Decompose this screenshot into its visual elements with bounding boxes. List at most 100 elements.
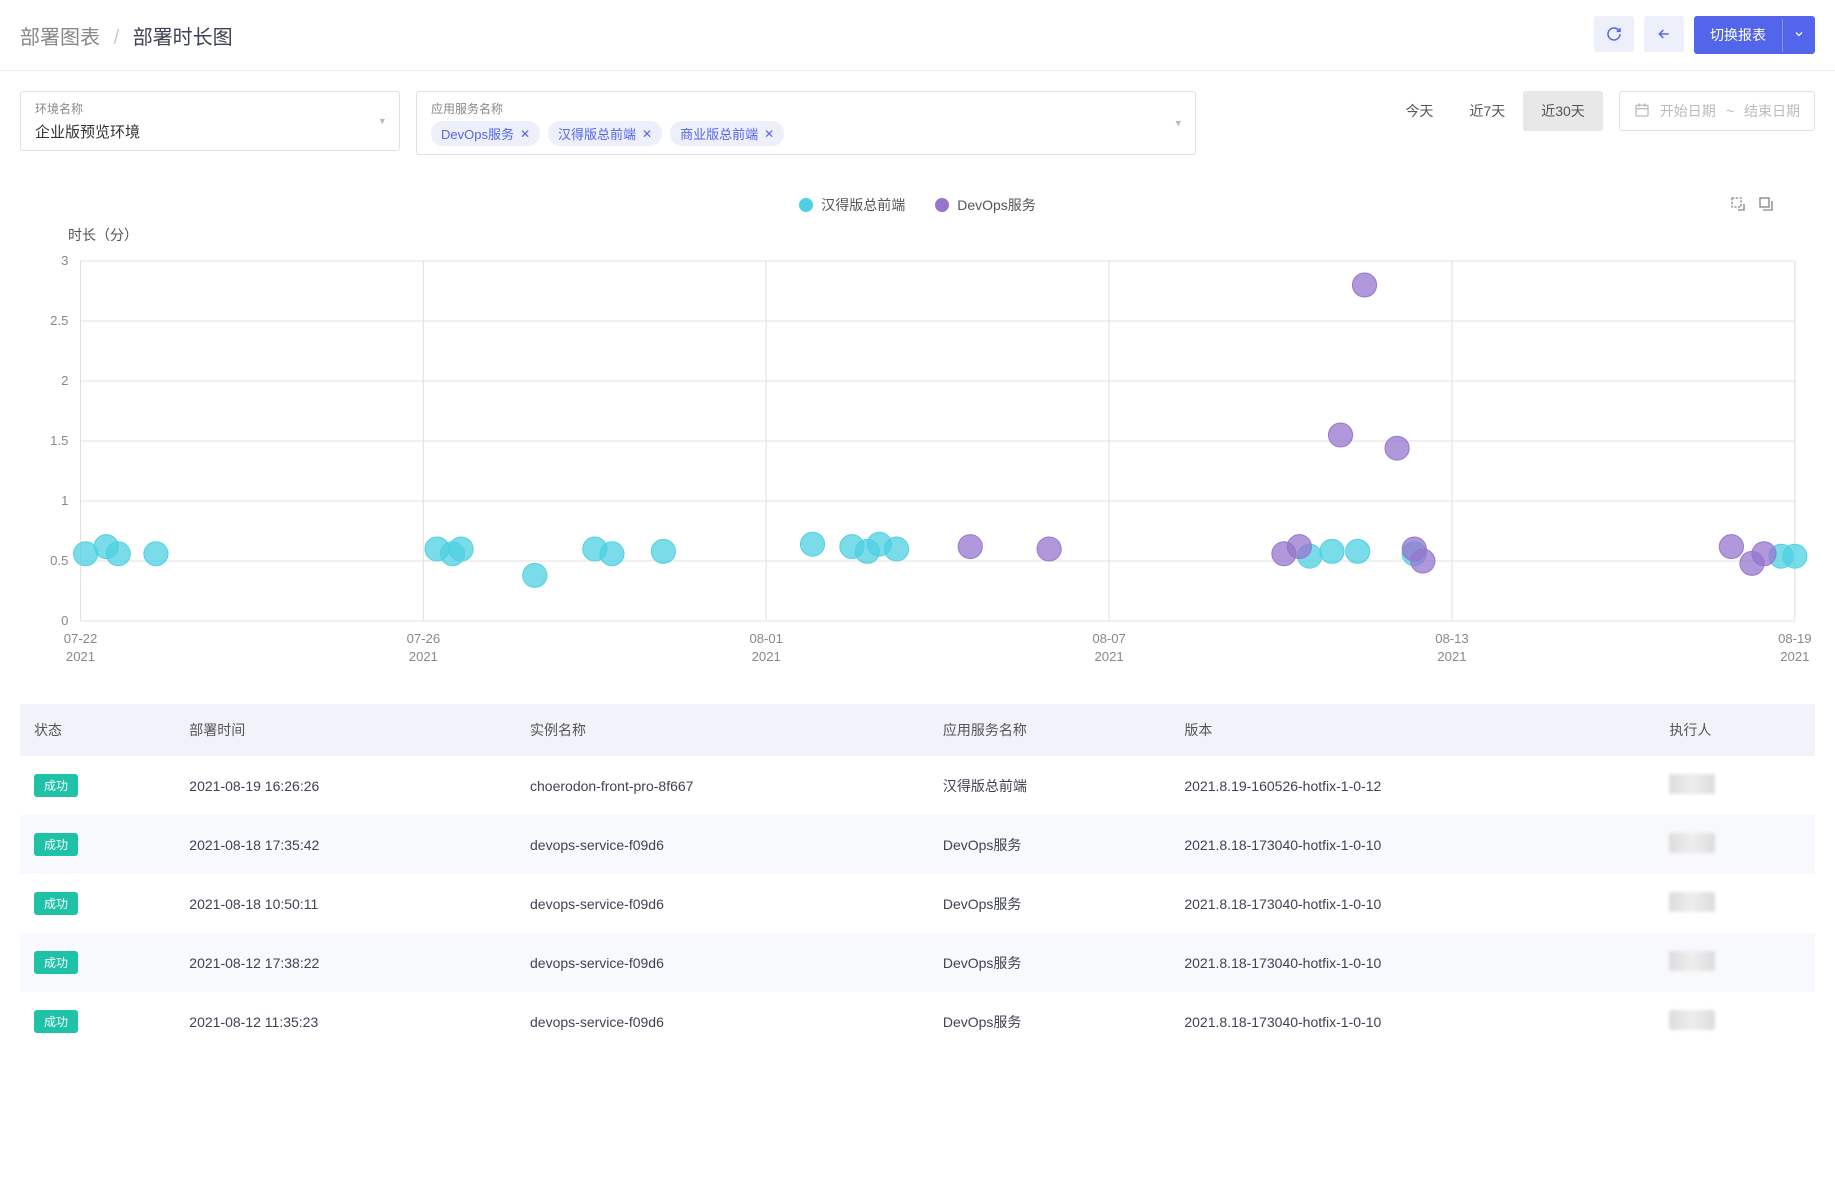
zoom-select-icon[interactable] — [1729, 195, 1747, 216]
chart-tools — [1729, 195, 1775, 216]
time-last7-button[interactable]: 近7天 — [1451, 91, 1523, 131]
app-select-label: 应用服务名称 — [431, 100, 1181, 117]
close-icon[interactable]: ✕ — [764, 127, 774, 141]
table-row: 成功 2021-08-18 17:35:42 devops-service-f0… — [20, 815, 1815, 874]
svg-text:08-01: 08-01 — [749, 631, 783, 646]
table-row: 成功 2021-08-19 16:26:26 choerodon-front-p… — [20, 756, 1815, 815]
refresh-icon — [1606, 26, 1622, 42]
env-select-value: 企业版预览环境 — [35, 121, 385, 142]
deploy-table: 状态部署时间实例名称应用服务名称版本执行人 成功 2021-08-19 16:2… — [20, 704, 1815, 1051]
version-cell: 2021.8.19-160526-hotfix-1-0-12 — [1170, 756, 1655, 815]
zoom-reset-icon[interactable] — [1757, 195, 1775, 216]
instance-name-cell: devops-service-f09d6 — [516, 933, 929, 992]
instance-name-cell: choerodon-front-pro-8f667 — [516, 756, 929, 815]
switch-report-button[interactable]: 切换报表 — [1694, 16, 1815, 54]
svg-text:2: 2 — [61, 373, 68, 388]
app-tag-label: 商业版总前端 — [680, 124, 758, 143]
page-header: 部署图表 / 部署时长图 切换报表 — [0, 0, 1835, 71]
svg-text:3: 3 — [61, 253, 68, 268]
instance-name-cell: devops-service-f09d6 — [516, 815, 929, 874]
table-column-header: 实例名称 — [516, 704, 929, 756]
svg-text:07-22: 07-22 — [64, 631, 98, 646]
svg-text:2.5: 2.5 — [50, 313, 68, 328]
app-tag: 汉得版总前端 ✕ — [548, 121, 662, 146]
executor-cell — [1655, 874, 1815, 933]
svg-text:2021: 2021 — [409, 649, 438, 664]
table-column-header: 部署时间 — [175, 704, 516, 756]
executor-redacted — [1669, 951, 1715, 971]
status-badge: 成功 — [34, 892, 78, 915]
version-cell: 2021.8.18-173040-hotfix-1-0-10 — [1170, 992, 1655, 1051]
filter-bar: 环境名称 企业版预览环境 ▾ 应用服务名称 DevOps服务✕汉得版总前端✕商业… — [0, 71, 1835, 175]
svg-text:2021: 2021 — [1095, 649, 1124, 664]
table-column-header: 应用服务名称 — [929, 704, 1171, 756]
svg-text:0: 0 — [61, 613, 68, 628]
time-last30-button[interactable]: 近30天 — [1523, 91, 1603, 131]
breadcrumb-current: 部署时长图 — [133, 27, 233, 49]
breadcrumb-separator: / — [114, 27, 120, 49]
status-badge: 成功 — [34, 951, 78, 974]
refresh-button[interactable] — [1594, 16, 1634, 52]
status-badge: 成功 — [34, 833, 78, 856]
executor-cell — [1655, 933, 1815, 992]
legend-dot — [935, 198, 949, 212]
legend-label: 汉得版总前端 — [821, 195, 905, 215]
svg-text:2021: 2021 — [752, 649, 781, 664]
legend-item[interactable]: DevOps服务 — [935, 195, 1036, 215]
breadcrumb: 部署图表 / 部署时长图 — [20, 21, 233, 50]
svg-text:07-26: 07-26 — [407, 631, 441, 646]
y-axis-title: 时长（分） — [68, 225, 1815, 245]
app-service-select[interactable]: 应用服务名称 DevOps服务 ✕ 汉得版总前端 ✕ 商业版总前端 ✕ ▾ — [416, 91, 1196, 155]
status-badge: 成功 — [34, 774, 78, 797]
date-range-picker[interactable]: 开始日期 ~ 结束日期 — [1619, 91, 1815, 131]
svg-text:08-13: 08-13 — [1435, 631, 1469, 646]
close-icon[interactable]: ✕ — [642, 127, 652, 141]
close-icon[interactable]: ✕ — [520, 127, 530, 141]
back-button[interactable] — [1644, 16, 1684, 52]
deploy-table-area: 状态部署时间实例名称应用服务名称版本执行人 成功 2021-08-19 16:2… — [0, 704, 1835, 1071]
executor-cell — [1655, 992, 1815, 1051]
deploy-time-cell: 2021-08-12 11:35:23 — [175, 992, 516, 1051]
svg-text:0.5: 0.5 — [50, 553, 68, 568]
chart-area: 汉得版总前端 DevOps服务 时长（分） 0 0.5 1 1.5 2 2.5 3 07-22 2… — [0, 175, 1835, 704]
app-tag: DevOps服务 ✕ — [431, 121, 540, 146]
table-header: 状态部署时间实例名称应用服务名称版本执行人 — [20, 704, 1815, 756]
chevron-down-icon: ▾ — [379, 115, 385, 128]
chevron-down-icon — [1782, 19, 1815, 52]
time-today-button[interactable]: 今天 — [1387, 91, 1451, 131]
deploy-time-cell: 2021-08-12 17:38:22 — [175, 933, 516, 992]
table-column-header: 状态 — [20, 704, 175, 756]
deploy-time-cell: 2021-08-18 10:50:11 — [175, 874, 516, 933]
deploy-time-cell: 2021-08-19 16:26:26 — [175, 756, 516, 815]
instance-name-cell: devops-service-f09d6 — [516, 874, 929, 933]
arrow-left-icon — [1656, 26, 1672, 42]
app-service-cell: 汉得版总前端 — [929, 756, 1171, 815]
executor-cell — [1655, 815, 1815, 874]
status-badge: 成功 — [34, 1010, 78, 1033]
legend-dot — [799, 198, 813, 212]
app-tag: 商业版总前端 ✕ — [670, 121, 784, 146]
svg-text:1.5: 1.5 — [50, 433, 68, 448]
legend-item[interactable]: 汉得版总前端 — [799, 195, 905, 215]
executor-cell — [1655, 756, 1815, 815]
app-service-cell: DevOps服务 — [929, 933, 1171, 992]
svg-text:1: 1 — [61, 493, 68, 508]
switch-report-label: 切换报表 — [1694, 16, 1782, 54]
executor-redacted — [1669, 833, 1715, 853]
env-select-label: 环境名称 — [35, 100, 385, 117]
date-end-placeholder: 结束日期 — [1744, 101, 1800, 121]
app-tag-label: DevOps服务 — [441, 124, 514, 143]
version-cell: 2021.8.18-173040-hotfix-1-0-10 — [1170, 874, 1655, 933]
chevron-down-icon: ▾ — [1175, 117, 1181, 130]
env-select[interactable]: 环境名称 企业版预览环境 ▾ — [20, 91, 400, 151]
app-service-cell: DevOps服务 — [929, 874, 1171, 933]
executor-redacted — [1669, 1010, 1715, 1030]
breadcrumb-parent[interactable]: 部署图表 — [20, 27, 100, 49]
version-cell: 2021.8.18-173040-hotfix-1-0-10 — [1170, 815, 1655, 874]
app-service-cell: DevOps服务 — [929, 992, 1171, 1051]
executor-redacted — [1669, 892, 1715, 912]
svg-text:08-07: 08-07 — [1092, 631, 1126, 646]
app-tag-label: 汉得版总前端 — [558, 124, 636, 143]
instance-name-cell: devops-service-f09d6 — [516, 992, 929, 1051]
table-row: 成功 2021-08-18 10:50:11 devops-service-f0… — [20, 874, 1815, 933]
